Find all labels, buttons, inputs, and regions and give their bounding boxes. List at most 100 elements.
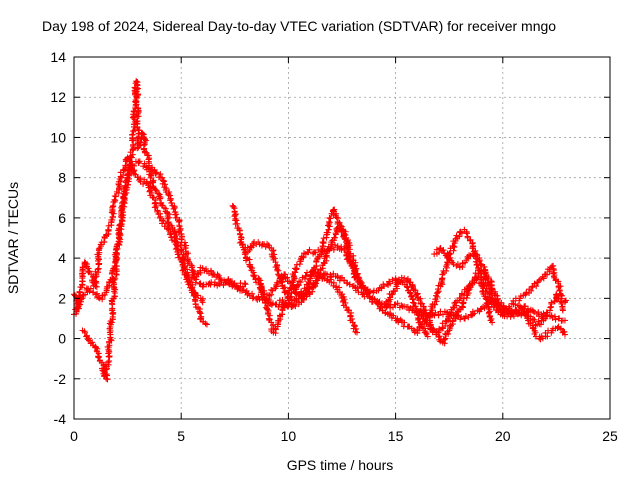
data-point	[548, 300, 555, 307]
data-point	[435, 249, 442, 256]
data-point	[441, 336, 448, 343]
data-point	[81, 328, 88, 335]
data-point	[518, 307, 525, 314]
data-point	[497, 309, 504, 316]
data-point	[118, 204, 125, 211]
data-point	[129, 131, 136, 138]
data-point	[336, 219, 343, 226]
data-point	[293, 261, 300, 268]
data-point	[537, 321, 544, 328]
data-point	[552, 277, 559, 284]
data-point	[422, 317, 429, 324]
data-point	[339, 227, 346, 234]
data-point	[484, 300, 491, 307]
data-point	[398, 302, 405, 309]
data-point	[342, 299, 349, 306]
data-point	[472, 258, 479, 265]
data-point	[404, 284, 411, 291]
series-track-h	[255, 268, 361, 337]
data-point	[76, 301, 83, 308]
data-point	[544, 333, 551, 340]
data-point	[294, 281, 301, 288]
data-point	[345, 255, 352, 262]
data-point	[292, 303, 299, 310]
data-point	[162, 181, 169, 188]
data-point	[299, 293, 306, 300]
data-point	[120, 171, 127, 178]
data-point	[148, 189, 155, 196]
data-point	[312, 280, 319, 287]
data-point	[371, 296, 378, 303]
data-point	[523, 289, 530, 296]
data-point	[452, 237, 459, 244]
data-point	[561, 331, 568, 338]
data-point	[535, 318, 542, 325]
data-point	[271, 255, 278, 262]
data-point	[203, 321, 210, 328]
data-point	[122, 163, 129, 170]
data-point	[481, 264, 488, 271]
data-point	[304, 269, 311, 276]
data-point	[435, 334, 442, 341]
data-point	[288, 289, 295, 296]
data-point	[182, 239, 189, 246]
data-point	[489, 319, 496, 326]
data-point	[77, 292, 84, 299]
data-point	[349, 316, 356, 323]
data-point	[84, 336, 91, 343]
data-point	[179, 267, 186, 274]
data-point	[220, 282, 227, 289]
data-point	[148, 172, 155, 179]
data-point	[165, 192, 172, 199]
data-point	[152, 186, 159, 193]
data-point	[529, 284, 536, 291]
data-point	[559, 292, 566, 299]
data-point	[410, 283, 417, 290]
data-point	[152, 204, 159, 211]
data-point	[109, 298, 116, 305]
y-tick-label: 0	[58, 331, 66, 347]
data-point	[158, 174, 165, 181]
data-point	[394, 300, 401, 307]
data-point	[447, 254, 454, 261]
data-point	[108, 337, 115, 344]
data-point	[168, 200, 175, 207]
data-point	[377, 304, 384, 311]
data-point	[476, 257, 483, 264]
y-tick-label: 4	[58, 250, 66, 266]
data-point	[95, 246, 102, 253]
plot-frame	[73, 56, 611, 420]
data-point	[556, 287, 563, 294]
data-point	[323, 257, 330, 264]
data-point	[430, 326, 437, 333]
data-point	[463, 230, 470, 237]
data-point	[561, 317, 568, 324]
data-point	[130, 143, 137, 150]
data-point	[488, 315, 495, 322]
y-tick-label: -4	[54, 411, 67, 427]
data-point	[182, 244, 189, 251]
data-point	[160, 178, 167, 185]
data-point	[157, 195, 164, 202]
data-point	[342, 304, 349, 311]
data-point	[266, 316, 273, 323]
data-point	[153, 202, 160, 209]
data-point	[255, 293, 262, 300]
data-point	[336, 284, 343, 291]
data-point	[349, 260, 356, 267]
data-point	[94, 348, 101, 355]
data-point	[133, 86, 140, 93]
data-point	[112, 193, 119, 200]
data-point	[112, 255, 119, 262]
data-point	[233, 217, 240, 224]
data-point	[440, 247, 447, 254]
data-point	[196, 280, 203, 287]
data-point	[268, 286, 275, 293]
data-point	[291, 302, 298, 309]
data-marks	[71, 78, 569, 383]
data-point	[117, 221, 124, 228]
data-point	[93, 344, 100, 351]
y-axis-title: SDTVAR / TECUs	[5, 182, 21, 294]
data-point	[215, 272, 222, 279]
data-point	[186, 258, 193, 265]
